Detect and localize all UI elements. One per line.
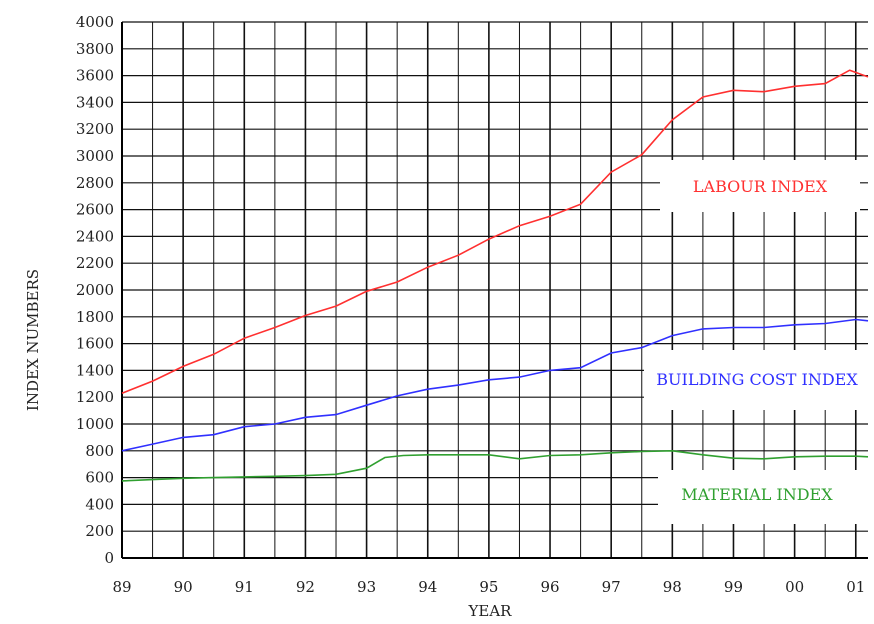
series-label-box: [660, 160, 860, 212]
y-tick-label: 4000: [76, 13, 114, 31]
y-tick-label: 2600: [76, 201, 114, 219]
x-tick-label: 00: [785, 578, 804, 596]
x-tick-label: 92: [296, 578, 315, 596]
y-tick-label: 2400: [76, 227, 114, 245]
y-tick-label: 3600: [76, 67, 114, 85]
series-line-0: [121, 69, 869, 394]
x-tick-label: 95: [479, 578, 498, 596]
x-tick-label: 93: [357, 578, 376, 596]
x-tick-label: 89: [112, 578, 131, 596]
series-label-box: [658, 470, 868, 524]
y-tick-label: 2800: [76, 174, 114, 192]
x-tick-label: 01: [846, 578, 865, 596]
y-tick-label: 800: [85, 442, 114, 460]
y-tick-label: 0: [104, 549, 114, 567]
series-label-0: LABOUR INDEX: [693, 177, 828, 196]
y-tick-label: 2200: [76, 254, 114, 272]
y-tick-label: 1600: [76, 335, 114, 353]
y-tick-label: 1800: [76, 308, 114, 326]
x-tick-label: 90: [174, 578, 193, 596]
series-lines: [121, 69, 869, 482]
series-label-2: MATERIAL INDEX: [681, 485, 833, 504]
y-tick-label: 3000: [76, 147, 114, 165]
x-tick-label: 96: [540, 578, 559, 596]
x-tick-label: 91: [235, 578, 254, 596]
series-line-1: [121, 318, 869, 452]
y-tick-label: 3800: [76, 40, 114, 58]
series-labels: LABOUR INDEX BUILDING COST INDEX MATERIAL …: [644, 160, 870, 524]
series-label-1: BUILDING COST INDEX: [656, 370, 858, 389]
y-tick-label: 1400: [76, 361, 114, 379]
y-tick-label: 2000: [76, 281, 114, 299]
y-tick-label: 3400: [76, 93, 114, 111]
y-tick-label: 200: [85, 522, 114, 540]
y-tick-label: 600: [85, 469, 114, 487]
series-line-2: [121, 449, 869, 482]
series-label-box: [644, 350, 870, 410]
x-tick-label: 98: [663, 578, 682, 596]
y-tick-label: 3200: [76, 120, 114, 138]
x-tick-labels: 89 90 91 92 93 94 95 96 97 98 99 00 01: [112, 578, 865, 596]
y-tick-labels: 0 200 400 600 800 1000 1200 1400 1600 1800 2000 220…: [76, 13, 114, 567]
y-tick-label: 1200: [76, 388, 114, 406]
x-tick-label: 99: [724, 578, 743, 596]
x-tick-label: 94: [418, 578, 437, 596]
y-axis-label: INDEX NUMBERS: [24, 269, 42, 411]
y-tick-label: 400: [85, 495, 114, 513]
y-tick-label: 1000: [76, 415, 114, 433]
x-tick-label: 97: [602, 578, 621, 596]
x-axis-label: YEAR: [468, 602, 513, 620]
